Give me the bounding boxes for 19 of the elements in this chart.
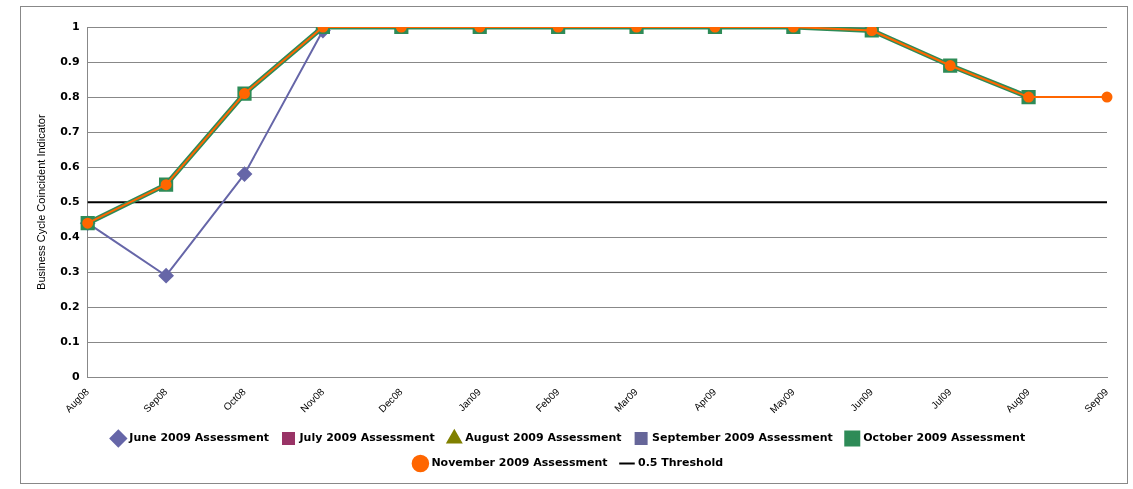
legend-label: November 2009 Assessment (431, 456, 608, 470)
legend-label: August 2009 Assessment (465, 431, 622, 445)
y-tick-label: 0 (72, 370, 81, 384)
y-axis-title: Business Cycle Coincident Indicator (34, 114, 47, 290)
y-tick-label: 1 (72, 19, 80, 33)
legend-label: September 2009 Assessment (652, 431, 833, 445)
y-tick-label: 0.8 (60, 89, 80, 103)
y-tick-label: 0.5 (60, 195, 80, 208)
y-tick-label: 0.1 (60, 335, 80, 349)
legend-label: October 2009 Assessment (863, 431, 1026, 445)
legend-label: June 2009 Assessment (128, 431, 270, 445)
y-tick-label: 0.9 (60, 54, 80, 68)
y-tick-label: 0.3 (60, 265, 80, 279)
legend-label: 0.5 Threshold (637, 456, 724, 470)
y-tick-label: 0.2 (60, 300, 80, 314)
legend-label: July 2009 Assessment (298, 431, 435, 445)
y-tick-label: 0.4 (60, 230, 81, 244)
y-tick-label: 0.7 (60, 124, 80, 138)
y-tick-label: 0.6 (60, 159, 81, 173)
